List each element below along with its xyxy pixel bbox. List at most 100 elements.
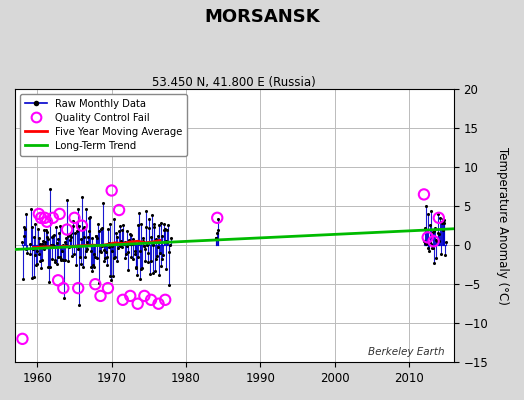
Point <box>140 293 149 299</box>
Point <box>108 273 117 279</box>
Point <box>114 245 123 252</box>
Point <box>63 226 71 233</box>
Point <box>23 250 31 256</box>
Point <box>213 227 222 234</box>
Point <box>88 234 96 241</box>
Point <box>129 256 137 262</box>
Point <box>43 218 51 225</box>
Point <box>21 226 29 232</box>
Point <box>49 232 58 239</box>
Point <box>41 238 50 245</box>
Point <box>57 257 66 263</box>
Point <box>149 242 157 248</box>
Point <box>36 257 44 264</box>
Point <box>430 260 438 266</box>
Point <box>29 234 38 241</box>
Point <box>56 211 64 217</box>
Point <box>66 237 74 243</box>
Point <box>159 221 168 228</box>
Point <box>151 255 160 262</box>
Point <box>46 186 54 192</box>
Point <box>47 256 56 262</box>
Point <box>166 242 174 248</box>
Point <box>98 243 106 249</box>
Point <box>433 237 441 244</box>
Point <box>74 206 82 212</box>
Point <box>436 218 445 225</box>
Point <box>63 233 72 240</box>
Point <box>40 242 49 248</box>
Point <box>160 227 169 234</box>
Point <box>212 235 221 241</box>
Point <box>79 264 87 271</box>
Point <box>138 265 146 271</box>
Point <box>86 214 94 220</box>
Point <box>48 234 57 240</box>
Point <box>78 222 86 229</box>
Point <box>73 228 81 234</box>
Point <box>213 215 222 221</box>
Point <box>37 215 45 221</box>
Point <box>53 254 62 260</box>
Point <box>100 258 108 264</box>
Point <box>58 248 66 254</box>
Point <box>141 246 149 252</box>
Point <box>117 227 126 234</box>
Point <box>135 210 143 216</box>
Point <box>431 225 439 231</box>
Point <box>70 215 79 221</box>
Point <box>27 206 35 213</box>
Point <box>163 226 172 233</box>
Point <box>19 275 27 282</box>
Point <box>144 258 152 265</box>
Point <box>113 234 121 241</box>
Point <box>142 224 150 230</box>
Point <box>95 280 103 286</box>
Point <box>47 241 55 248</box>
Point <box>161 266 170 272</box>
Point <box>84 228 93 234</box>
Legend: Raw Monthly Data, Quality Control Fail, Five Year Moving Average, Long-Term Tren: Raw Monthly Data, Quality Control Fail, … <box>20 94 188 156</box>
Point <box>107 187 116 194</box>
Point <box>161 226 169 232</box>
Point <box>38 256 47 263</box>
Point <box>106 220 115 227</box>
Point <box>91 233 100 240</box>
Point <box>139 235 147 241</box>
Point <box>420 225 429 231</box>
Point <box>75 222 84 229</box>
Point <box>94 221 102 227</box>
Point <box>430 227 439 234</box>
Point <box>39 227 48 233</box>
Point <box>145 225 154 231</box>
Point <box>425 247 433 254</box>
Point <box>119 222 128 228</box>
Point <box>110 255 118 261</box>
Point <box>111 240 119 247</box>
Point <box>150 224 159 230</box>
Point <box>42 227 50 233</box>
Point <box>84 234 92 240</box>
Point <box>425 221 434 228</box>
Point <box>118 244 126 250</box>
Point <box>54 236 62 242</box>
Point <box>37 241 46 247</box>
Point <box>31 252 40 258</box>
Point <box>433 211 442 217</box>
Point <box>18 336 27 342</box>
Point <box>40 215 49 221</box>
Title: 53.450 N, 41.800 E (Russia): 53.450 N, 41.800 E (Russia) <box>152 76 316 89</box>
Point <box>79 226 88 233</box>
Point <box>90 251 98 258</box>
Text: MORSANSK: MORSANSK <box>204 8 320 26</box>
Point <box>72 242 80 249</box>
Point <box>104 225 112 232</box>
Point <box>76 254 84 260</box>
Point <box>83 246 91 252</box>
Point <box>29 246 37 252</box>
Point <box>106 273 114 279</box>
Point <box>435 238 444 244</box>
Point <box>57 256 65 262</box>
Point <box>140 243 148 249</box>
Point <box>164 222 172 228</box>
